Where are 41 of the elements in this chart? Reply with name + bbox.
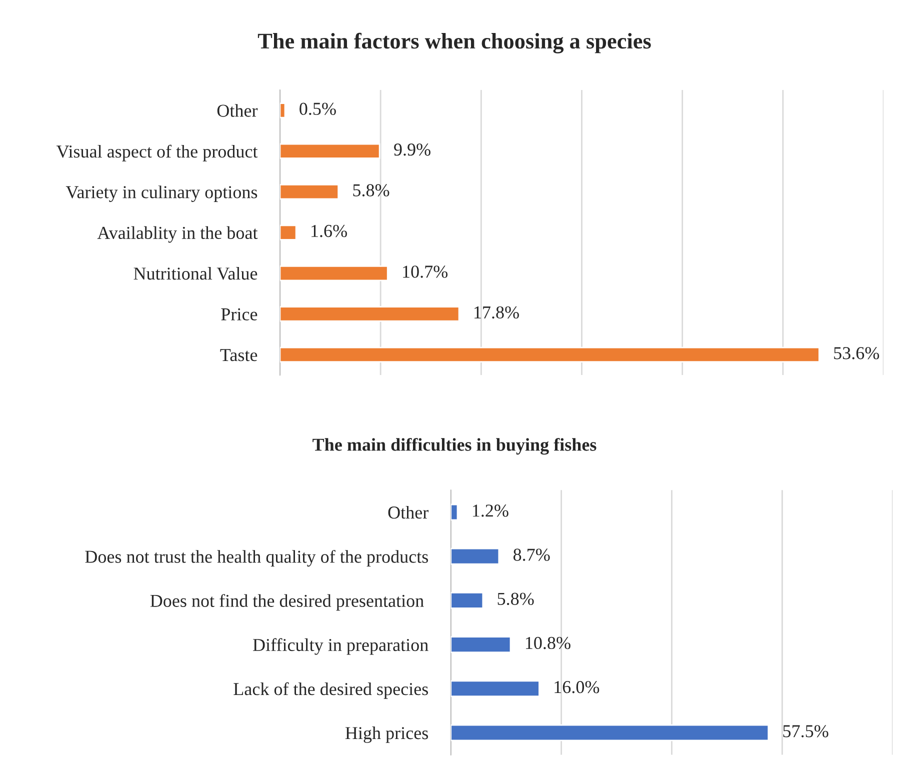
y-tick-label: Lack of the desired species xyxy=(234,682,428,699)
y-tick-label: Availablity in the boat xyxy=(97,226,258,243)
y-tick-label: Price xyxy=(221,308,258,320)
data-label: 17.8% xyxy=(474,306,519,319)
bar xyxy=(280,306,460,322)
y-tick-label: Nutritional Value xyxy=(134,267,258,280)
data-label: 5.8% xyxy=(498,592,534,606)
data-label: 16.0% xyxy=(554,680,600,694)
bar xyxy=(450,548,500,565)
chart-title: The main factors when choosing a species xyxy=(258,32,651,54)
y-tick-label: Other xyxy=(388,506,428,519)
y-tick-label: Visual aspect of the product xyxy=(56,144,258,162)
data-label: 1.2% xyxy=(472,504,508,517)
bar xyxy=(280,265,388,282)
y-tick-label: Other xyxy=(217,104,258,117)
data-label: 10.7% xyxy=(403,266,448,278)
data-label: 10.8% xyxy=(526,636,570,650)
y-tick-label: High prices xyxy=(345,726,428,743)
bar xyxy=(450,680,540,698)
bar xyxy=(280,102,286,118)
y-tick-label: Difficulty in preparation xyxy=(252,638,428,655)
data-label: 0.5% xyxy=(300,102,336,115)
bar xyxy=(280,224,297,240)
data-label: 57.5% xyxy=(783,725,828,738)
data-label: 9.9% xyxy=(394,143,430,156)
data-label: 53.6% xyxy=(834,347,880,360)
y-tick-label: Variety in culinary options xyxy=(66,186,258,202)
data-label: 1.6% xyxy=(312,224,347,238)
data-label: 5.8% xyxy=(353,184,390,196)
y-tick-label: Taste xyxy=(220,349,258,362)
data-label: 8.7% xyxy=(513,548,550,561)
bar xyxy=(450,504,458,521)
bar xyxy=(280,346,820,363)
bar xyxy=(450,636,512,653)
bar xyxy=(280,184,340,200)
bar xyxy=(280,143,380,159)
chart-title: The main difficulties in buying fishes xyxy=(312,438,596,455)
y-tick-label: Does not find the desired presentation xyxy=(150,594,424,611)
bar xyxy=(450,724,770,742)
y-tick-label: Does not trust the health quality of the products xyxy=(85,550,428,567)
bar xyxy=(450,592,484,609)
